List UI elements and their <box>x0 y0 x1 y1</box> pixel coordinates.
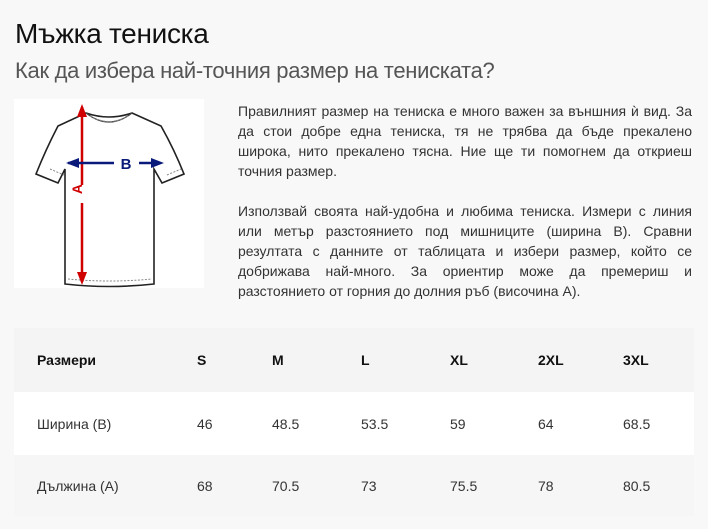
description: Правилният размер на тениска е много важ… <box>238 101 692 321</box>
table-header-row: Размери S M L XL 2XL 3XL <box>14 328 694 392</box>
page-title: Мъжка тениска <box>15 18 209 49</box>
row-label: Ширина (B) <box>37 415 112 432</box>
label-a: A <box>69 184 85 194</box>
header-cell: Размери <box>37 352 97 368</box>
label-b: B <box>121 156 132 173</box>
header-cell: XL <box>450 352 468 368</box>
description-paragraph: Правилният размер на тениска е много важ… <box>238 103 692 179</box>
table-row: Ширина (B) 46 48.5 53.5 59 64 68.5 <box>14 392 694 455</box>
table-cell: 75.5 <box>450 477 478 494</box>
header-cell: M <box>272 352 284 368</box>
table-row: Дължина (A) 68 70.5 73 75.5 78 80.5 <box>14 455 694 516</box>
tshirt-icon: A B <box>34 104 186 288</box>
table-cell: 80.5 <box>623 477 651 494</box>
table-cell: 59 <box>450 415 466 432</box>
header-cell: 3XL <box>623 352 649 368</box>
tshirt-measurement-image: A B <box>14 99 204 288</box>
page-subtitle: Как да избера най-точния размер на тенис… <box>15 58 495 83</box>
table-cell: 48.5 <box>272 415 300 432</box>
header-cell: 2XL <box>538 352 564 368</box>
table-cell: 68 <box>197 477 213 494</box>
table-cell: 78 <box>538 477 554 494</box>
table-cell: 73 <box>361 477 377 494</box>
table-cell: 70.5 <box>272 477 300 494</box>
size-table: Размери S M L XL 2XL 3XL Ширина (B) 46 4… <box>14 328 694 516</box>
description-paragraph: Използвай своята най-удобна и любима тен… <box>238 203 692 299</box>
table-cell: 64 <box>538 415 554 432</box>
table-cell: 46 <box>197 415 213 432</box>
table-cell: 53.5 <box>361 415 389 432</box>
table-cell: 68.5 <box>623 415 651 432</box>
header-cell: S <box>197 352 207 368</box>
header-cell: L <box>361 352 370 368</box>
row-label: Дължина (A) <box>37 477 119 494</box>
